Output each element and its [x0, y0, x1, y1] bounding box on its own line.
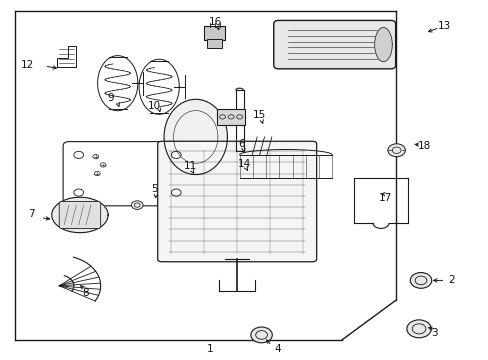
Text: 18: 18	[417, 141, 430, 151]
Text: 8: 8	[82, 288, 89, 298]
FancyBboxPatch shape	[158, 141, 316, 262]
FancyBboxPatch shape	[203, 26, 224, 40]
FancyBboxPatch shape	[207, 39, 221, 48]
Text: 10: 10	[147, 102, 161, 112]
Text: 14: 14	[237, 159, 251, 169]
FancyBboxPatch shape	[273, 21, 395, 69]
Circle shape	[409, 273, 431, 288]
Text: 9: 9	[107, 93, 114, 103]
Polygon shape	[52, 197, 108, 233]
Circle shape	[131, 201, 143, 210]
Text: 11: 11	[184, 161, 197, 171]
Text: 13: 13	[437, 21, 450, 31]
Circle shape	[406, 320, 430, 338]
FancyBboxPatch shape	[216, 109, 245, 125]
Text: 1: 1	[206, 344, 213, 354]
Text: 3: 3	[430, 328, 437, 338]
Text: 17: 17	[379, 193, 392, 203]
Text: 4: 4	[274, 344, 281, 354]
Text: 5: 5	[151, 184, 157, 194]
Text: 16: 16	[208, 17, 222, 27]
Text: 15: 15	[252, 111, 265, 121]
Circle shape	[387, 144, 405, 157]
Polygon shape	[374, 28, 391, 62]
Text: 7: 7	[27, 209, 34, 219]
Text: 12: 12	[21, 60, 34, 70]
Text: 2: 2	[447, 275, 454, 285]
Circle shape	[250, 327, 272, 343]
Text: 6: 6	[238, 139, 245, 149]
FancyBboxPatch shape	[59, 202, 101, 228]
Polygon shape	[164, 99, 227, 175]
